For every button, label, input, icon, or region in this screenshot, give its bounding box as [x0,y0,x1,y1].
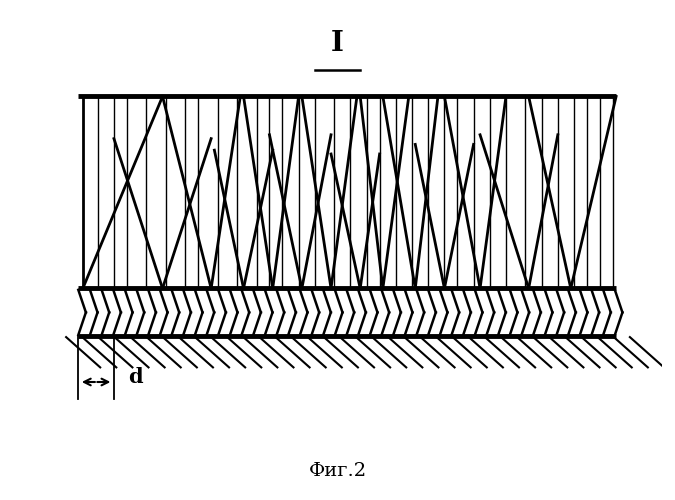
Text: d: d [128,367,143,387]
Text: I: I [331,30,344,57]
Text: Фиг.2: Фиг.2 [308,462,367,480]
